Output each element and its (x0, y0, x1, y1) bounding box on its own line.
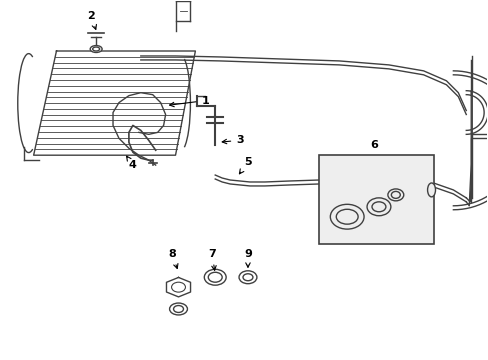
Ellipse shape (204, 269, 225, 285)
Ellipse shape (208, 272, 222, 282)
Text: 3: 3 (222, 135, 244, 145)
Ellipse shape (390, 192, 400, 198)
Bar (319, 155, 433, 244)
Text: 8: 8 (168, 249, 178, 269)
Ellipse shape (243, 274, 252, 281)
Ellipse shape (173, 306, 183, 312)
Text: 9: 9 (244, 249, 251, 267)
Text: 2: 2 (87, 11, 96, 30)
Ellipse shape (427, 183, 435, 197)
Text: 6: 6 (369, 140, 377, 150)
Ellipse shape (90, 46, 102, 53)
Text: 1: 1 (169, 96, 209, 107)
Ellipse shape (371, 202, 385, 212)
Ellipse shape (171, 282, 185, 292)
Ellipse shape (336, 209, 357, 224)
Ellipse shape (387, 189, 403, 201)
Ellipse shape (169, 303, 187, 315)
Ellipse shape (330, 204, 364, 229)
Text: 7: 7 (208, 249, 216, 270)
Text: 5: 5 (239, 157, 251, 174)
Text: 4: 4 (126, 156, 137, 170)
Ellipse shape (366, 198, 390, 216)
Ellipse shape (93, 47, 100, 51)
Ellipse shape (239, 271, 256, 284)
